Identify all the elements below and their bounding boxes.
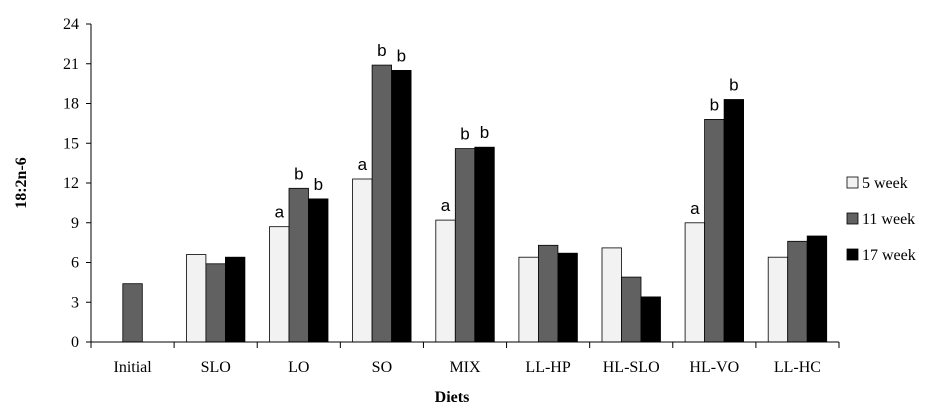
significance-label: b	[480, 123, 489, 142]
bar-hl-slo-5-week	[601, 247, 622, 343]
bar-mix-11-week	[454, 148, 476, 343]
x-tick-label: SLO	[201, 359, 231, 376]
bar-hl-vo-17-week	[723, 99, 744, 343]
bar-mix-17-week	[474, 146, 495, 343]
x-tick-label: HL-SLO	[603, 359, 660, 376]
y-tick-label: 3	[71, 294, 79, 311]
bar-initial-11-week	[122, 283, 143, 343]
y-tick-label: 15	[63, 135, 79, 152]
bar-slo-17-week	[224, 256, 246, 343]
bar-ll-hc-5-week	[767, 256, 789, 343]
bar-hl-slo-17-week	[640, 296, 661, 343]
x-tick-label: MIX	[449, 359, 481, 376]
x-tick-label: LO	[288, 359, 309, 376]
y-tick-label: 24	[63, 16, 79, 33]
legend-label: 17 week	[862, 247, 916, 264]
legend-label: 11 week	[862, 211, 915, 228]
x-tick-label: LL-HC	[774, 359, 821, 376]
y-axis-ticks: 0 3 6 9 12 15 18 21 24	[63, 16, 91, 351]
x-tick-label: HL-VO	[689, 359, 739, 376]
significance-label: b	[314, 175, 323, 194]
significance-label: b	[377, 41, 386, 60]
significance-label: a	[358, 155, 368, 174]
significance-label: a	[441, 196, 451, 215]
x-axis-title: Diets	[435, 389, 470, 406]
bar-lo-11-week	[288, 187, 309, 343]
bar-lo-5-week	[269, 226, 290, 343]
bar-slo-11-week	[205, 263, 226, 343]
bar-slo-5-week	[185, 254, 207, 343]
bar-ll-hp-17-week	[557, 252, 578, 343]
bar-ll-hc-11-week	[787, 240, 808, 343]
significance-label: b	[710, 95, 719, 114]
significance-label: a	[690, 199, 700, 218]
x-tick-label: LL-HP	[525, 359, 570, 376]
y-tick-label: 12	[63, 175, 79, 192]
bar-so-17-week	[391, 70, 412, 343]
y-tick-label: 0	[71, 334, 79, 351]
significance-label: b	[397, 46, 406, 65]
y-tick-label: 21	[63, 56, 79, 73]
legend-label: 5 week	[862, 175, 908, 192]
bar-hl-vo-5-week	[684, 222, 705, 343]
significance-label: b	[294, 164, 303, 183]
bar-ll-hc-17-week	[806, 235, 828, 343]
x-axis-ticks: Initial SLO LO SO MIX LL-HP HL-SLO HL-VO LL-HC	[90, 342, 840, 376]
legend-swatch-17-week	[846, 248, 859, 261]
significance-label: a	[275, 203, 285, 222]
significance-label: b	[460, 125, 469, 144]
bar-ll-hp-5-week	[518, 256, 539, 343]
bar-mix-5-week	[435, 219, 456, 343]
legend: 5 week 11 week 17 week	[846, 175, 916, 264]
x-tick-label: SO	[372, 359, 392, 376]
x-tick-label: Initial	[113, 359, 152, 376]
bar-so-11-week	[371, 64, 393, 343]
bar-hl-slo-11-week	[621, 276, 642, 343]
legend-swatch-5-week	[846, 176, 859, 189]
y-tick-label: 18	[63, 96, 79, 113]
bar-ll-hp-11-week	[538, 244, 559, 343]
y-axis-title: 18:2n-6	[13, 157, 30, 209]
y-tick-label: 6	[71, 255, 79, 272]
bars-layer	[122, 64, 828, 343]
y-tick-label: 9	[71, 215, 79, 232]
legend-swatch-11-week	[846, 212, 859, 225]
bar-so-5-week	[352, 178, 373, 343]
bar-lo-17-week	[308, 198, 329, 343]
bar-hl-vo-11-week	[704, 119, 725, 343]
significance-label: b	[729, 76, 738, 95]
